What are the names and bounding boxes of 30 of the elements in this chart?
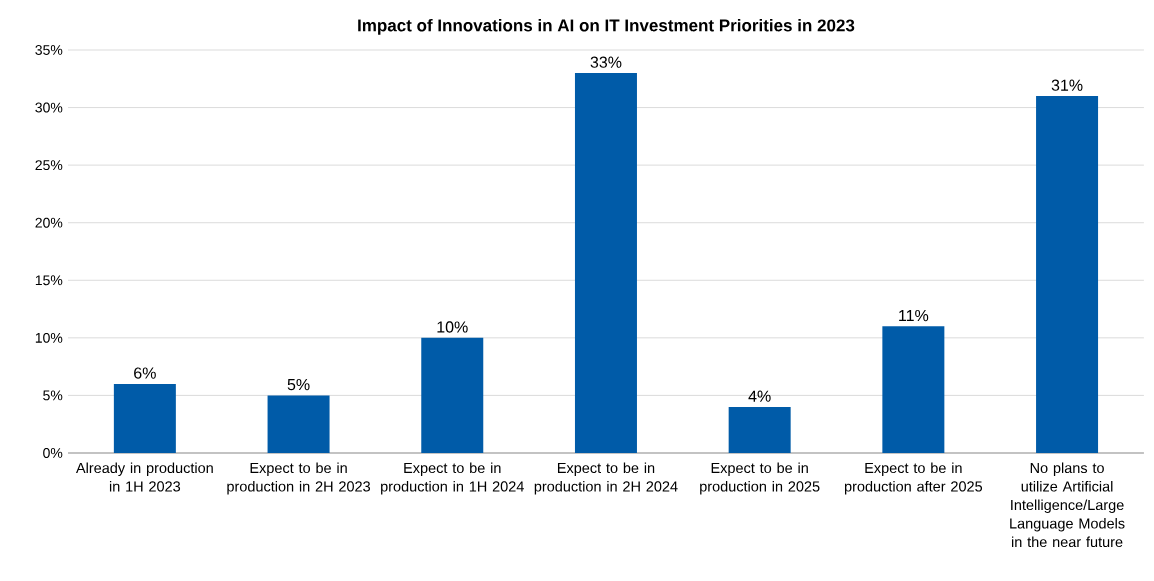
y-tick-label: 0% xyxy=(43,448,63,458)
y-tick-label: 25% xyxy=(35,160,63,171)
bar xyxy=(113,383,176,453)
bar xyxy=(574,73,637,453)
data-label: 6% xyxy=(134,367,156,379)
bar xyxy=(421,337,484,453)
bar xyxy=(882,326,945,453)
x-tick-label: Expect to be in production in 2H 2023 xyxy=(227,462,371,495)
x-tick-label: Expect to be in production in 1H 2024 xyxy=(381,462,524,495)
data-label: 5% xyxy=(287,378,310,391)
x-tick-label: No plans to utilize Artificial Intelligence/Large Language Models in the near future xyxy=(1010,462,1125,548)
bar xyxy=(267,395,330,453)
data-label: 11% xyxy=(899,309,929,322)
y-tick-label: 35% xyxy=(35,45,63,55)
chart-title: Impact of Innovations in AI on IT Investment Priorities in 2023 xyxy=(358,18,855,35)
data-label: 4% xyxy=(748,390,771,402)
data-label: 31% xyxy=(1051,79,1083,91)
data-label: 10% xyxy=(437,321,468,333)
y-tick-label: 30% xyxy=(35,102,63,113)
x-tick-label: Expect to be in production in 2025 xyxy=(700,462,820,495)
y-tick-label: 20% xyxy=(35,217,63,228)
x-tick-label: Expect to be in production in 2H 2024 xyxy=(534,462,678,495)
bar xyxy=(728,406,791,453)
x-tick-label: Already in production in 1H 2023 xyxy=(75,462,213,492)
x-tick-label: Expect to be in production after 2025 xyxy=(844,462,983,495)
bar xyxy=(1036,96,1099,453)
y-tick-label: 15% xyxy=(35,275,63,286)
y-tick-label: 10% xyxy=(35,332,63,343)
data-label: 33% xyxy=(590,56,622,68)
y-tick-label: 5% xyxy=(43,390,63,401)
